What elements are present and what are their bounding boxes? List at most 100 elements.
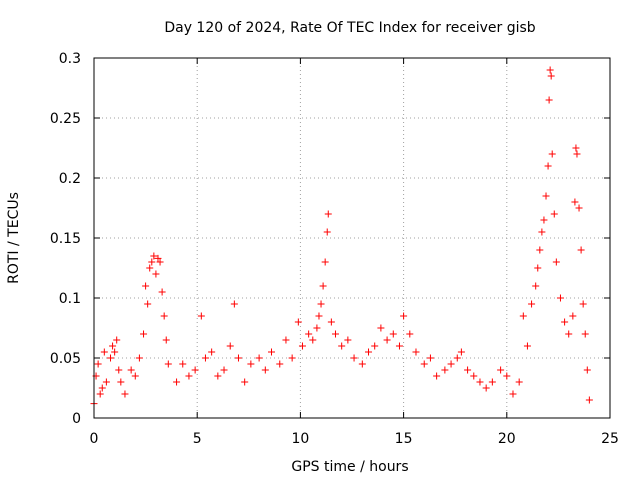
data-point [142, 282, 150, 290]
x-tick-label: 5 [193, 431, 202, 447]
data-point [164, 360, 172, 368]
data-point [241, 378, 249, 386]
data-point [282, 336, 290, 344]
data-point [358, 360, 366, 368]
data-point [261, 366, 269, 374]
y-tick-label: 0 [72, 411, 81, 427]
data-point [173, 378, 181, 386]
data-point [338, 342, 346, 350]
data-point [96, 390, 104, 398]
data-point [565, 330, 573, 338]
data-point [197, 312, 205, 320]
x-axis-label: GPS time / hours [291, 459, 408, 475]
data-point [117, 378, 125, 386]
data-point [503, 372, 511, 380]
grid-lines [94, 58, 610, 418]
data-point [571, 198, 579, 206]
data-point [323, 228, 331, 236]
data-point [127, 366, 135, 374]
data-point [395, 342, 403, 350]
data-point [509, 390, 517, 398]
data-point [548, 150, 556, 158]
data-point [111, 348, 119, 356]
data-point [519, 312, 527, 320]
data-point [131, 372, 139, 380]
data-point [540, 216, 548, 224]
data-point [208, 348, 216, 356]
data-point [569, 312, 577, 320]
data-point [268, 348, 276, 356]
data-point [115, 366, 123, 374]
data-point [400, 312, 408, 320]
data-point [575, 204, 583, 212]
data-point [344, 336, 352, 344]
data-point [577, 246, 585, 254]
data-point [135, 354, 143, 362]
y-tick-label: 0.3 [59, 51, 81, 67]
data-point [538, 228, 546, 236]
data-point [298, 342, 306, 350]
data-point [156, 258, 164, 266]
data-point [556, 294, 564, 302]
chart-title: Day 120 of 2024, Rate Of TEC Index for r… [164, 20, 535, 36]
y-tick-label: 0.15 [50, 231, 81, 247]
data-point [214, 372, 222, 380]
data-point [406, 330, 414, 338]
y-tick-label: 0.25 [50, 111, 81, 127]
data-point [94, 360, 102, 368]
data-point [305, 330, 313, 338]
data-point [313, 324, 321, 332]
data-point [523, 342, 531, 350]
data-point [579, 300, 587, 308]
data-point [201, 354, 209, 362]
data-point [547, 72, 555, 80]
data-point [162, 336, 170, 344]
data-point [572, 144, 580, 152]
data-point [545, 96, 553, 104]
data-point [148, 258, 156, 266]
data-point [276, 360, 284, 368]
data-point [544, 162, 552, 170]
data-point [441, 366, 449, 374]
data-point [319, 282, 327, 290]
data-point [179, 360, 187, 368]
data-point [561, 318, 569, 326]
data-point [294, 318, 302, 326]
data-point [532, 282, 540, 290]
y-tick-label: 0.1 [59, 291, 81, 307]
data-point [546, 66, 554, 74]
data-point [420, 360, 428, 368]
data-point [102, 378, 110, 386]
data-point [109, 342, 117, 350]
data-point [488, 378, 496, 386]
data-point [150, 252, 158, 260]
data-point [583, 366, 591, 374]
x-tick-label: 15 [395, 431, 413, 447]
data-point [476, 378, 484, 386]
data-point [154, 254, 162, 262]
data-point [191, 366, 199, 374]
data-point [581, 330, 589, 338]
data-point [152, 270, 160, 278]
data-point [230, 300, 238, 308]
data-point [144, 300, 152, 308]
data-point [317, 300, 325, 308]
x-tick-label: 0 [90, 431, 99, 447]
data-point [433, 372, 441, 380]
data-point [371, 342, 379, 350]
axis-ticks: 0 5 10 15 20 25 0 0.05 0.1 0.15 0.2 0.25 0.3 [50, 51, 619, 447]
data-point [107, 354, 115, 362]
x-tick-label: 25 [601, 431, 619, 447]
data-point [377, 324, 385, 332]
data-point [515, 378, 523, 386]
data-point [220, 366, 228, 374]
data-point [331, 330, 339, 338]
data-point [113, 336, 121, 344]
data-point [146, 264, 154, 272]
data-point [309, 336, 317, 344]
data-point [327, 318, 335, 326]
data-point [234, 354, 242, 362]
data-point [542, 192, 550, 200]
data-point [552, 258, 560, 266]
